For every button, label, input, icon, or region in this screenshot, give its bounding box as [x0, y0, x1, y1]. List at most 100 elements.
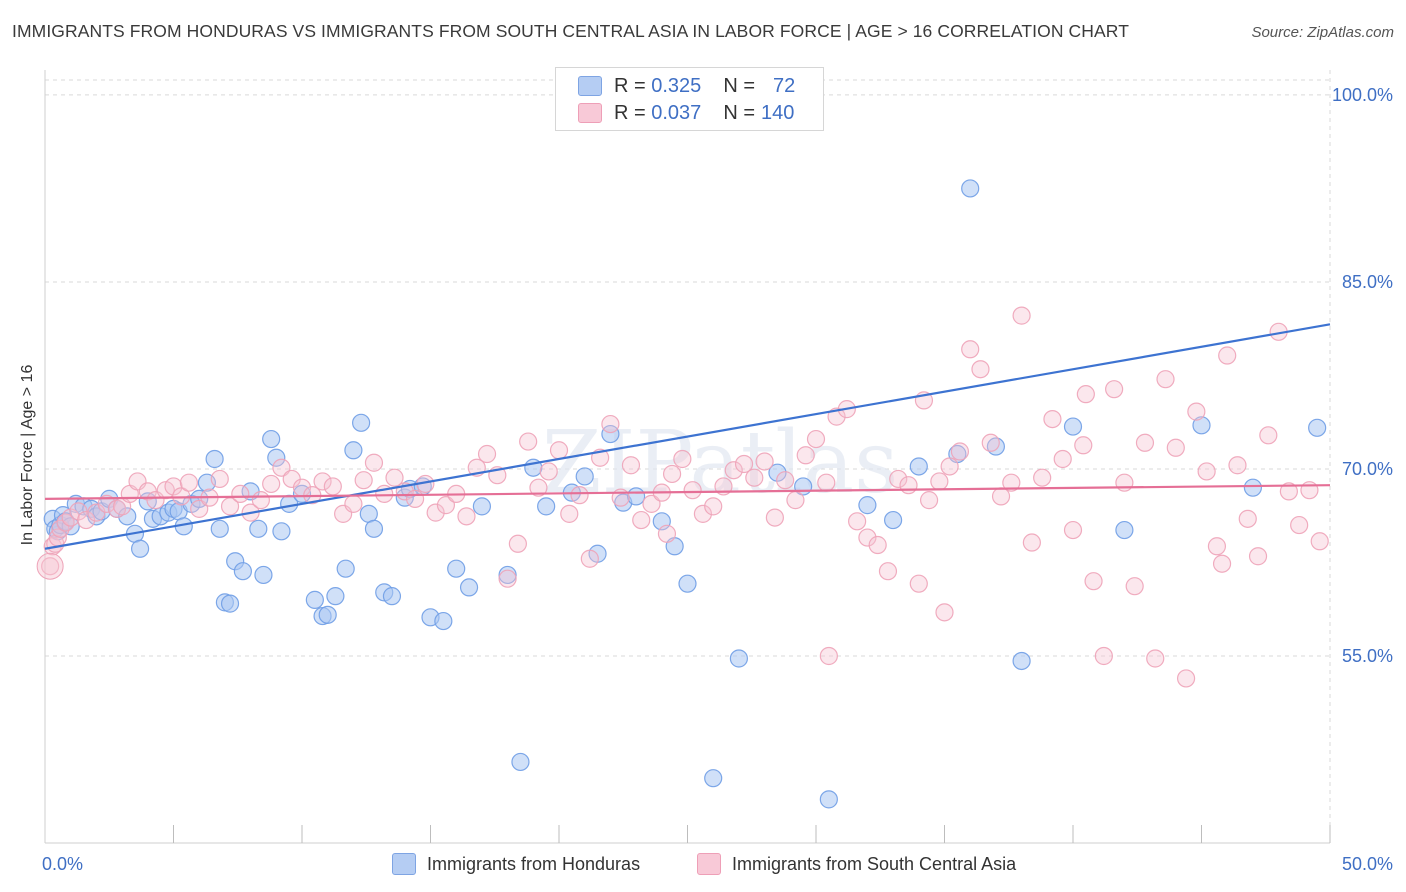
legend-label-honduras: Immigrants from Honduras [427, 853, 641, 874]
point-south-central-asia [1212, 554, 1232, 573]
point-south-central-asia [190, 499, 209, 518]
point-south-central-asia [272, 458, 291, 477]
tick-labels: 55.0% 70.0% 85.0% 100.0% 0.0% 50.0% [42, 85, 1393, 874]
watermark: ZIPatlas [542, 413, 898, 513]
point-south-central-asia [1279, 482, 1298, 501]
point-south-central-asia [231, 484, 250, 504]
point-honduras [678, 574, 697, 593]
point-south-central-asia [36, 552, 64, 580]
point-honduras [447, 559, 466, 578]
point-south-central-asia [1076, 385, 1095, 404]
point-south-central-asia [344, 494, 363, 513]
point-south-central-asia [919, 491, 939, 510]
point-south-central-asia [323, 477, 342, 496]
point-honduras [382, 587, 402, 606]
point-south-central-asia [734, 454, 754, 474]
point-south-central-asia [1290, 515, 1309, 535]
point-south-central-asia [1207, 537, 1227, 556]
point-south-central-asia [776, 471, 795, 490]
trend-lines [44, 323, 1331, 550]
point-south-central-asia [519, 432, 538, 451]
point-south-central-asia [1022, 533, 1041, 552]
point-honduras [254, 565, 273, 585]
point-honduras [601, 424, 620, 444]
point-south-central-asia [164, 477, 183, 496]
point-south-central-asia [704, 497, 723, 516]
point-honduras [130, 539, 150, 558]
r-label: R = [614, 74, 646, 97]
point-south-central-asia [1074, 436, 1093, 455]
point-south-central-asia [899, 476, 918, 495]
point-south-central-asia [1043, 409, 1062, 429]
point-south-central-asia [570, 486, 589, 505]
n-label: N = [723, 74, 755, 97]
point-south-central-asia [1135, 433, 1155, 452]
point-south-central-asia [724, 461, 743, 480]
point-south-central-asia [179, 473, 199, 492]
point-honduras [729, 649, 749, 668]
point-south-central-asia [97, 494, 116, 513]
legend-swatch-south-central-asia [697, 853, 721, 875]
point-honduras [1192, 416, 1211, 435]
r-label: R = [614, 101, 646, 124]
point-honduras [1243, 478, 1263, 497]
point-honduras [434, 611, 453, 631]
point-south-central-asia [56, 513, 75, 532]
point-south-central-asia [632, 510, 651, 530]
point-south-central-asia [1259, 426, 1278, 445]
legend-swatch-south-central-asia [578, 103, 602, 123]
point-south-central-asia [981, 433, 1000, 452]
point-south-central-asia [693, 504, 713, 523]
point-south-central-asia [909, 574, 928, 593]
point-south-central-asia [1176, 669, 1196, 688]
point-honduras [352, 413, 371, 432]
point-south-central-asia [755, 452, 774, 471]
point-south-central-asia [1146, 649, 1165, 668]
point-south-central-asia [819, 646, 838, 666]
point-south-central-asia [457, 507, 476, 526]
point-honduras [1012, 651, 1031, 671]
point-honduras [344, 441, 363, 460]
chart-title: IMMIGRANTS FROM HONDURAS VS IMMIGRANTS F… [12, 21, 1129, 41]
trend-line-honduras [44, 323, 1331, 550]
legend-swatch-honduras [392, 853, 416, 875]
point-south-central-asia [745, 468, 764, 487]
point-south-central-asia [683, 481, 702, 500]
point-south-central-asia [940, 457, 959, 476]
point-honduras [511, 752, 530, 772]
point-south-central-asia [313, 472, 332, 491]
point-south-central-asia [786, 491, 805, 510]
point-south-central-asia [210, 469, 229, 489]
point-south-central-asia [498, 569, 517, 588]
point-honduras [575, 467, 594, 486]
point-south-central-asia [1033, 468, 1052, 487]
point-honduras [267, 448, 286, 467]
point-south-central-asia [1156, 370, 1175, 389]
point-south-central-asia [950, 442, 970, 461]
point-south-central-asia [1105, 380, 1124, 399]
point-south-central-asia [580, 549, 599, 568]
point-south-central-asia [549, 441, 569, 460]
legend-item-south-central-asia: Immigrants from South Central Asia [697, 851, 1016, 877]
r-value: 0.037 [651, 101, 702, 124]
point-south-central-asia [1084, 572, 1103, 591]
point-south-central-asia [1300, 481, 1319, 500]
y-tick-label: 70.0% [1342, 459, 1393, 479]
point-south-central-asia [878, 562, 898, 581]
point-honduras [472, 497, 491, 516]
point-south-central-asia [889, 469, 908, 489]
point-honduras [1063, 417, 1083, 436]
point-honduras [819, 790, 838, 809]
y-tick-label: 85.0% [1342, 272, 1393, 292]
point-honduras [233, 562, 252, 581]
point-south-central-asia [1053, 449, 1072, 469]
point-south-central-asia [1187, 402, 1206, 421]
point-south-central-asia [662, 464, 682, 484]
point-south-central-asia [354, 471, 373, 490]
point-south-central-asia [817, 473, 836, 492]
trend-line-south-central-asia [44, 484, 1331, 500]
point-south-central-asia [426, 503, 445, 522]
point-south-central-asia [1197, 462, 1216, 481]
point-honduras [118, 507, 137, 526]
